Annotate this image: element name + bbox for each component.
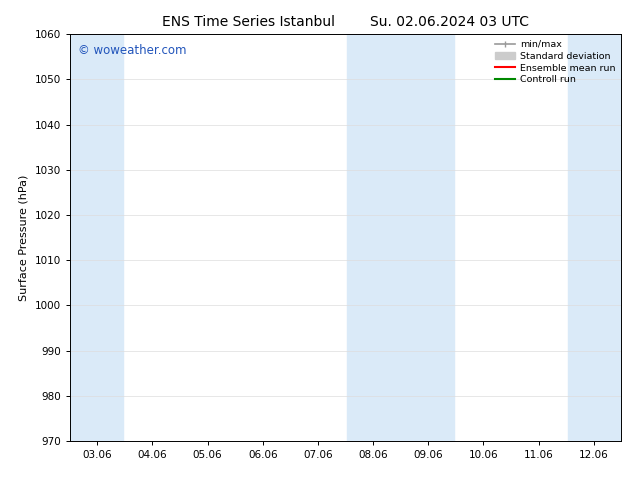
Bar [568,34,621,441]
Bar [347,34,454,441]
Y-axis label: Surface Pressure (hPa): Surface Pressure (hPa) [19,174,29,301]
Title: ENS Time Series Istanbul        Su. 02.06.2024 03 UTC: ENS Time Series Istanbul Su. 02.06.2024 … [162,15,529,29]
Text: © woweather.com: © woweather.com [78,45,186,57]
Bar [70,34,123,441]
Legend: min/max, Standard deviation, Ensemble mean run, Controll run: min/max, Standard deviation, Ensemble me… [491,36,619,88]
